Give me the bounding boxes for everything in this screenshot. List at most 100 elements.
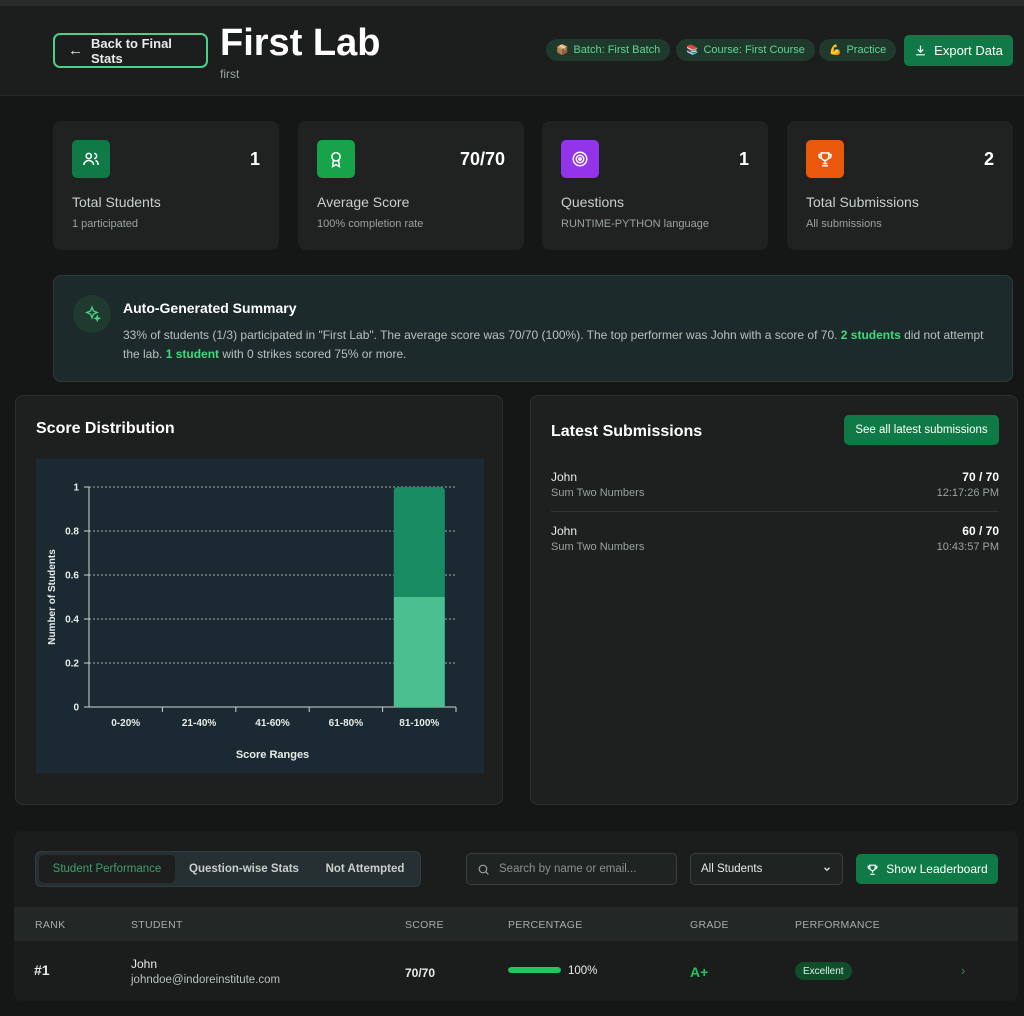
column-header-student: STUDENT	[131, 919, 183, 931]
student-filter-select[interactable]: All Students	[690, 853, 843, 885]
y-tick-label: 1	[73, 483, 79, 494]
stat-label: Total Submissions	[806, 194, 919, 210]
course-chip: 📚 Course: First Course	[676, 39, 815, 61]
window-top-strip	[0, 0, 1024, 6]
search-icon	[478, 864, 489, 875]
stat-label: Average Score	[317, 194, 410, 210]
summary-highlight: 1 student	[165, 347, 220, 361]
summary-text-part: 33% of students (1/3) participated in "F…	[123, 328, 841, 342]
download-icon	[916, 45, 926, 56]
summary-highlight: 2 students	[840, 328, 901, 342]
y-tick-label: 0	[73, 703, 79, 714]
row-grade: A+	[690, 964, 709, 980]
submission-student: John	[551, 470, 578, 484]
bar-segment	[393, 597, 445, 707]
column-header-rank: RANK	[35, 919, 66, 931]
flexed-biceps-icon: 💪	[829, 44, 842, 56]
stat-subtext: RUNTIME-PYTHON language	[561, 218, 709, 230]
y-tick-label: 0.6	[65, 571, 79, 582]
submission-score: 70 / 70	[962, 470, 999, 484]
arrow-left-icon: ←	[68, 42, 83, 59]
tab-question-wise-stats[interactable]: Question-wise Stats	[189, 863, 299, 875]
y-tick-label: 0.2	[65, 659, 79, 670]
stat-card-total-students: 1 Total Students 1 participated	[53, 121, 279, 250]
divider	[551, 511, 999, 512]
page-header: ← Back to Final Stats First Lab first 📦 …	[0, 6, 1024, 96]
stat-card-questions: 1 Questions RUNTIME-PYTHON language	[542, 121, 768, 250]
course-chip-label: Course: First Course	[703, 44, 805, 56]
trophy-icon	[867, 864, 878, 875]
summary-text-part: did not attempt the lab.	[123, 328, 984, 361]
tab-student-performance[interactable]: Student Performance	[39, 855, 175, 883]
stat-value: 1	[249, 149, 260, 169]
auto-summary-card: Auto-Generated Summary 33% of students (…	[53, 275, 1013, 382]
leaderboard-button-label: Show Leaderboard	[886, 862, 988, 876]
x-tick-label: 61-80%	[329, 718, 364, 729]
summary-title: Auto-Generated Summary	[123, 300, 297, 316]
row-score: 70/70	[405, 966, 436, 980]
books-icon: 📚	[686, 44, 699, 56]
y-tick-label: 0.4	[65, 615, 79, 626]
sparkles-icon	[73, 295, 111, 333]
stat-label: Total Students	[72, 194, 161, 210]
back-button-label: Back to Final Stats	[91, 35, 172, 66]
row-percentage: 100%	[568, 965, 598, 977]
submission-question: Sum Two Numbers	[551, 541, 645, 553]
submission-score: 60 / 70	[962, 524, 999, 538]
practice-chip-label: Practice	[846, 44, 887, 56]
users-icon	[72, 140, 110, 178]
x-tick-label: 0-20%	[111, 718, 140, 729]
submission-item[interactable]: John Sum Two Numbers 60 / 70 10:43:57 PM	[551, 518, 999, 572]
column-header-performance: PERFORMANCE	[795, 919, 880, 931]
summary-text: 33% of students (1/3) participated in "F…	[123, 326, 993, 364]
target-icon	[561, 140, 599, 178]
row-student-name: John	[131, 957, 158, 971]
bar-segment	[393, 487, 445, 597]
export-data-button[interactable]: Export Data	[904, 35, 1013, 66]
batch-chip-label: Batch: First Batch	[573, 44, 661, 56]
stat-subtext: 100% completion rate	[317, 218, 424, 230]
batch-chip: 📦 Batch: First Batch	[546, 39, 671, 61]
x-axis-label: Score Ranges	[236, 749, 309, 761]
column-header-score: SCORE	[405, 919, 444, 931]
submission-student: John	[551, 524, 578, 538]
submission-time: 10:43:57 PM	[936, 541, 999, 553]
stat-card-average-score: 70/70 Average Score 100% completion rate	[298, 121, 524, 250]
bar-chart: 0 0.2 0.4 0.6 0.8 1 0-20% 21-40% 41-60% 61-80% 81-…	[47, 483, 457, 761]
view-tabs: Student Performance Question-wise Stats …	[35, 851, 421, 887]
package-icon: 📦	[556, 44, 569, 56]
see-all-submissions-button[interactable]: See all latest submissions	[844, 415, 999, 445]
column-header-grade: GRADE	[690, 919, 729, 931]
practice-chip: 💪 Practice	[819, 39, 897, 61]
row-student-email: johndoe@indoreinstitute.com	[131, 974, 281, 986]
page-title: First Lab	[220, 22, 381, 64]
column-header-percentage: PERCENTAGE	[508, 919, 583, 931]
latest-submissions-panel: Latest Submissions See all latest submis…	[530, 395, 1018, 805]
student-table-section: Student Performance Question-wise Stats …	[14, 831, 1018, 1001]
search-input[interactable]	[499, 863, 669, 875]
chevron-right-icon[interactable]: ›	[961, 963, 966, 978]
progress-fill	[508, 967, 561, 973]
stat-label: Questions	[561, 194, 625, 210]
chevron-down-icon	[824, 867, 830, 872]
show-leaderboard-button[interactable]: Show Leaderboard	[856, 854, 998, 884]
page-subtitle: first	[220, 67, 240, 81]
y-axis-label: Number of Students	[47, 549, 58, 645]
score-distribution-chart: 0 0.2 0.4 0.6 0.8 1 0-20% 21-40% 41-60% 61-80% 81-…	[36, 459, 484, 773]
performance-badge: Excellent	[795, 962, 852, 980]
back-to-final-stats-button[interactable]: ← Back to Final Stats	[53, 33, 208, 68]
stat-card-total-submissions: 2 Total Submissions All submissions	[787, 121, 1013, 250]
row-rank: #1	[34, 962, 50, 978]
search-box	[466, 853, 677, 885]
tab-not-attempted[interactable]: Not Attempted	[325, 863, 405, 875]
stat-value: 2	[983, 149, 994, 169]
x-tick-label: 81-100%	[399, 718, 439, 729]
percentage-progress-bar	[508, 967, 561, 973]
y-tick-label: 0.8	[65, 527, 79, 538]
award-icon	[317, 140, 355, 178]
submission-item[interactable]: John Sum Two Numbers 70 / 70 12:17:26 PM	[551, 464, 999, 518]
latest-submissions-title: Latest Submissions	[551, 423, 703, 440]
export-button-label: Export Data	[934, 43, 1003, 58]
x-tick-label: 41-60%	[255, 718, 290, 729]
stat-value: 1	[738, 149, 749, 169]
